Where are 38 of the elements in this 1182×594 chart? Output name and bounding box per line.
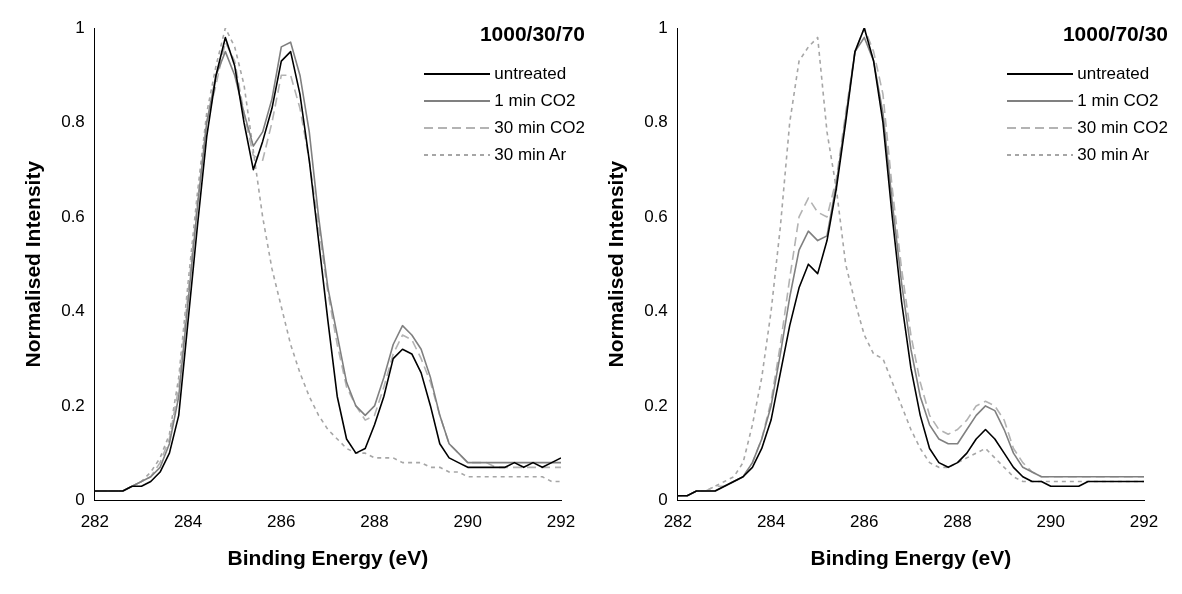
y-tick-label: 0.6 — [61, 206, 85, 226]
chart-title: 1000/30/70 — [479, 22, 585, 46]
chart-title: 1000/70/30 — [1062, 22, 1168, 46]
y-tick-label: 0 — [658, 490, 668, 510]
x-tick-label: 292 — [1129, 512, 1159, 532]
legend-label: 30 min CO2 — [1077, 117, 1168, 138]
x-tick-label: 288 — [360, 512, 389, 532]
x-tick-label: 284 — [756, 512, 786, 532]
x-tick-label: 284 — [173, 512, 203, 532]
y-tick-label: 0.6 — [644, 206, 668, 226]
legend-label: 30 min CO2 — [494, 117, 585, 138]
legend-label: 1 min CO2 — [494, 90, 576, 111]
y-tick-label: 0.2 — [644, 395, 668, 415]
x-tick-label: 282 — [663, 512, 693, 532]
x-axis-title: Binding Energy (eV) — [227, 546, 429, 570]
legend-label: 1 min CO2 — [1077, 90, 1159, 111]
legend-label: 30 min Ar — [1077, 144, 1150, 165]
x-tick-label: 282 — [80, 512, 110, 532]
y-tick-label: 0.8 — [644, 112, 668, 132]
y-tick-label: 0 — [75, 490, 85, 510]
y-tick-label: 0.4 — [61, 301, 85, 321]
legend-label: untreated — [1077, 63, 1150, 84]
x-tick-label: 288 — [943, 512, 972, 532]
y-tick-label: 0.2 — [61, 395, 85, 415]
y-axis-title: Normalised Intensity — [21, 160, 45, 368]
x-tick-label: 286 — [267, 512, 296, 532]
legend-label: 30 min Ar — [494, 144, 567, 165]
x-tick-label: 292 — [546, 512, 576, 532]
x-tick-label: 286 — [850, 512, 879, 532]
y-tick-label: 1 — [75, 17, 85, 37]
x-tick-label: 290 — [453, 512, 482, 532]
x-tick-label: 290 — [1036, 512, 1065, 532]
y-tick-label: 0.8 — [61, 112, 85, 132]
y-axis-title: Normalised Intensity — [604, 160, 628, 368]
y-tick-label: 0.4 — [644, 301, 668, 321]
legend-label: untreated — [494, 63, 567, 84]
y-tick-label: 1 — [658, 17, 668, 37]
x-axis-title: Binding Energy (eV) — [810, 546, 1012, 570]
